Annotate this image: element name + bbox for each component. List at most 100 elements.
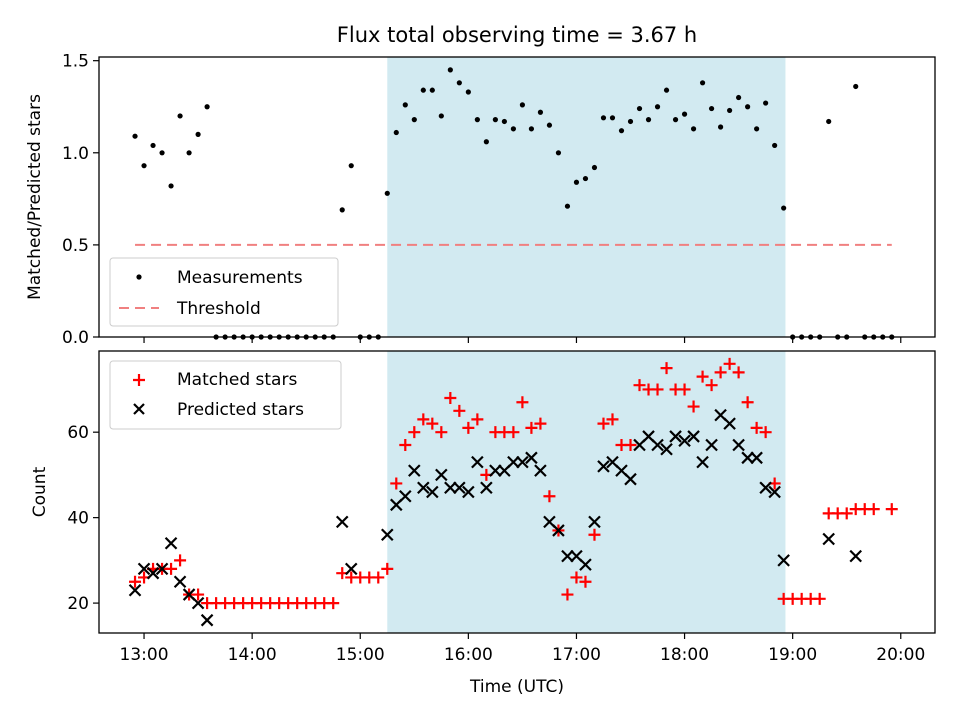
- predicted-stars-point: [660, 442, 673, 456]
- matched-stars-point: [723, 357, 736, 370]
- predicted-stars-point: [507, 455, 520, 469]
- matched-stars-point: [372, 571, 385, 584]
- matched-stars-point: [759, 426, 772, 439]
- measurement-point: [132, 133, 138, 139]
- measurement-point: [672, 117, 679, 123]
- measurement-point: [177, 113, 183, 119]
- measurement-point: [654, 104, 661, 110]
- measurement-point: [204, 104, 210, 110]
- predicted-stars-point: [678, 434, 691, 448]
- predicted-stars-point: [579, 558, 592, 571]
- predicted-stars-point: [417, 481, 430, 495]
- measurement-point: [763, 100, 769, 106]
- top-panel-shaded-region: [387, 57, 786, 337]
- legend-matched-marker: [133, 374, 145, 386]
- measurement-point: [393, 129, 399, 136]
- bottom-panel: 20 40 60 13:00 14:00 15:00 16:00 17:00 18:00 19:…: [30, 350, 936, 697]
- y-tick-label: 40: [67, 509, 89, 529]
- measurement-point: [681, 111, 688, 117]
- matched-stars-point: [399, 439, 412, 451]
- measurement-point: [510, 126, 516, 132]
- measurement-point: [636, 105, 643, 112]
- measurement-point: [781, 205, 787, 211]
- predicted-stars-point: [822, 532, 835, 546]
- x-tick-label: 15:00: [336, 645, 385, 665]
- predicted-stars-point: [191, 596, 205, 610]
- measurement-point: [618, 128, 625, 134]
- matched-stars-point: [462, 421, 475, 434]
- measurement-point: [573, 179, 580, 185]
- legend-predicted-label: Predicted stars: [177, 400, 304, 420]
- predicted-stars-point: [380, 528, 394, 542]
- predicted-stars-point: [552, 524, 565, 537]
- matched-stars-point: [741, 396, 754, 409]
- measurement-point: [826, 118, 832, 125]
- measurement-point: [582, 175, 589, 182]
- predicted-stars-point: [146, 566, 160, 580]
- measurement-point: [159, 150, 165, 156]
- matched-stars-point: [813, 592, 826, 605]
- matched-stars-point: [507, 426, 520, 439]
- matched-stars-point: [408, 426, 421, 439]
- measurement-point: [609, 115, 616, 121]
- matched-stars-point: [444, 392, 457, 404]
- measurement-point: [528, 126, 535, 132]
- measurement-point: [772, 142, 778, 149]
- matched-stars-point: [534, 417, 547, 430]
- measurement-point: [591, 164, 598, 171]
- measurement-point: [627, 118, 634, 125]
- measurement-point: [456, 80, 462, 86]
- matched-stars-point: [390, 477, 403, 490]
- predicted-stars-point: [399, 489, 412, 503]
- measurement-point: [429, 87, 435, 93]
- x-tick-label: 18:00: [660, 645, 709, 665]
- bottom-panel-legend-box: [109, 360, 342, 430]
- measurement-point: [853, 83, 859, 90]
- predicted-stars-point: [759, 481, 772, 495]
- bottom-panel-y-ticks: 20 40 60: [67, 423, 99, 614]
- matched-stars-point: [624, 439, 637, 451]
- bottom-panel-legend: Matched stars Predicted stars: [109, 360, 342, 430]
- matched-stars-point: [129, 575, 142, 588]
- measurement-point: [141, 163, 147, 169]
- matched-stars-point: [696, 370, 709, 383]
- measurement-point: [438, 113, 444, 119]
- measurement-point: [663, 87, 670, 93]
- matched-stars-point: [174, 554, 187, 567]
- predicted-stars-point: [768, 485, 781, 499]
- matched-stars-point: [714, 366, 727, 379]
- x-tick-label: 14:00: [228, 645, 277, 665]
- matched-stars-point: [606, 413, 619, 426]
- predicted-stars-point: [128, 583, 142, 597]
- predicted-stars-point: [426, 485, 439, 499]
- top-panel-x-ticks: [143, 337, 902, 343]
- matched-stars-point: [561, 588, 574, 601]
- predicted-stars-point: [137, 562, 151, 576]
- measurement-point: [754, 126, 760, 132]
- predicted-stars-point: [849, 549, 863, 563]
- measurement-point: [645, 117, 652, 123]
- measurement-point: [339, 207, 345, 213]
- predicted-stars-point: [173, 575, 187, 589]
- measurement-point: [195, 131, 201, 137]
- predicted-stars-point: [155, 562, 169, 576]
- measurement-point: [546, 122, 553, 128]
- y-tick-label: 0.0: [62, 328, 89, 348]
- predicted-stars-point: [588, 515, 601, 529]
- predicted-stars-point: [335, 515, 349, 529]
- legend-measurements-label: Measurements: [177, 268, 303, 288]
- predicted-stars-point: [444, 481, 457, 495]
- matched-stars-point: [471, 413, 484, 426]
- predicted-stars-point: [669, 430, 682, 443]
- matched-stars-point: [525, 421, 538, 434]
- y-tick-label: 20: [67, 594, 89, 614]
- matched-stars-point: [732, 366, 745, 379]
- x-tick-label: 17:00: [552, 645, 601, 665]
- predicted-stars-point: [453, 481, 466, 495]
- measurement-point: [384, 190, 390, 196]
- matched-stars-point: [750, 421, 763, 434]
- matched-stars-point: [651, 383, 664, 396]
- x-tick-label: 20:00: [876, 645, 925, 665]
- measurement-point: [420, 87, 426, 93]
